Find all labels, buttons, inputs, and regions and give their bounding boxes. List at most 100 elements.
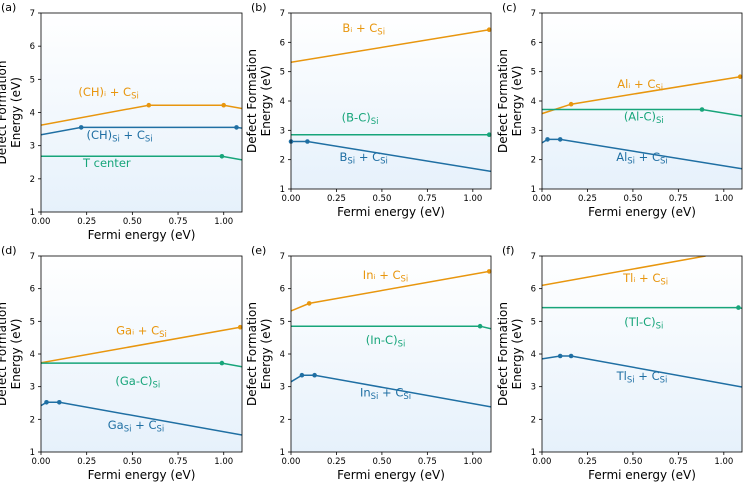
y-axis-label: Defect FormationEnergy (eV): [245, 49, 273, 153]
y-tick-label: 5: [531, 68, 536, 78]
x-tick-label: 1.00: [714, 457, 733, 467]
y-tick-label: 5: [531, 317, 536, 327]
x-tick-label: 0.75: [418, 194, 437, 204]
x-tick-label: 0.25: [327, 194, 346, 204]
x-tick-label: 0.75: [418, 457, 437, 467]
y-tick-label: 2: [280, 156, 285, 166]
y-tick-label: 6: [531, 285, 536, 295]
x-tick-label: 1.00: [463, 457, 482, 467]
x-tick-label: 0.75: [169, 217, 188, 227]
transition-point: [558, 354, 563, 359]
y-tick-label: 3: [531, 383, 536, 393]
panel-label: (a): [1, 1, 16, 14]
panel-label: (b): [251, 1, 267, 14]
x-tick-label: 1.00: [214, 457, 233, 467]
x-tick-label: 0.50: [372, 194, 391, 204]
x-tick-label: 0.50: [123, 457, 142, 467]
y-tick-label: 2: [280, 415, 285, 425]
plot-area: [41, 13, 242, 212]
y-tick-label: 1: [531, 185, 536, 195]
x-axis-label: Fermi energy (eV): [88, 468, 196, 482]
transition-point: [79, 125, 84, 130]
y-tick-label: 6: [280, 285, 285, 295]
y-tick-label: 4: [531, 97, 536, 107]
y-tick-label: 4: [531, 350, 536, 360]
y-axis-label: Defect FormationEnergy (eV): [0, 61, 23, 165]
x-tick-label: 0.25: [77, 217, 96, 227]
x-tick-label: 1.00: [214, 217, 233, 227]
y-tick-label: 2: [30, 175, 35, 185]
x-tick-label: 0.50: [123, 217, 142, 227]
x-axis-label: Fermi energy (eV): [337, 468, 445, 482]
transition-point: [57, 400, 62, 405]
x-axis-label: Fermi energy (eV): [588, 468, 696, 482]
x-tick-label: 0.50: [623, 194, 642, 204]
y-tick-label: 6: [531, 38, 536, 48]
y-tick-label: 5: [30, 317, 35, 327]
transition-point: [221, 103, 226, 108]
x-axis-label: Fermi energy (eV): [588, 205, 696, 219]
y-tick-label: 2: [531, 415, 536, 425]
transition-point: [312, 373, 317, 378]
x-tick-label: 0.75: [669, 194, 688, 204]
x-tick-label: 0.75: [169, 457, 188, 467]
plot-area: [291, 13, 491, 189]
transition-point: [305, 139, 310, 144]
transition-point: [569, 354, 574, 359]
y-tick-label: 1: [280, 448, 285, 458]
transition-point: [300, 373, 305, 378]
y-tick-label: 4: [280, 97, 285, 107]
x-tick-label: 0.00: [533, 194, 552, 204]
x-tick-label: 0.25: [327, 457, 346, 467]
x-axis-label: Fermi energy (eV): [337, 205, 445, 219]
x-tick-label: 0.25: [578, 194, 597, 204]
transition-point: [44, 400, 49, 405]
y-tick-label: 4: [280, 350, 285, 360]
x-tick-label: 0.00: [282, 457, 301, 467]
x-axis-label: Fermi energy (eV): [88, 228, 196, 242]
series-annotation: T center: [82, 156, 131, 170]
x-tick-label: 0.25: [77, 457, 96, 467]
transition-point: [545, 137, 550, 142]
y-tick-label: 5: [30, 75, 35, 85]
y-tick-label: 7: [280, 9, 285, 19]
y-tick-label: 6: [30, 285, 35, 295]
y-tick-label: 2: [531, 156, 536, 166]
x-tick-label: 1.00: [463, 194, 482, 204]
series-line--tl-c-si: [542, 308, 742, 309]
transition-point: [558, 137, 563, 142]
panel-label: (d): [1, 244, 17, 257]
y-tick-label: 3: [280, 126, 285, 136]
y-tick-label: 3: [30, 142, 35, 152]
x-tick-label: 1.00: [714, 194, 733, 204]
y-tick-label: 4: [30, 109, 35, 119]
y-tick-label: 1: [531, 448, 536, 458]
y-tick-label: 3: [531, 126, 536, 136]
transition-point: [220, 361, 225, 366]
transition-point: [234, 125, 239, 130]
y-tick-label: 6: [280, 38, 285, 48]
x-tick-label: 0.50: [372, 457, 391, 467]
transition-point: [736, 305, 741, 310]
transition-point: [569, 102, 574, 107]
y-tick-label: 1: [30, 208, 35, 218]
transition-point: [147, 103, 152, 108]
transition-point: [307, 301, 312, 306]
y-axis-label: Defect FormationEnergy (eV): [496, 302, 524, 406]
y-tick-label: 6: [30, 42, 35, 52]
x-tick-label: 0.00: [32, 457, 51, 467]
y-tick-label: 1: [30, 448, 35, 458]
y-tick-label: 7: [30, 252, 35, 262]
plot-area: [291, 256, 491, 452]
y-tick-label: 7: [30, 9, 35, 19]
y-tick-label: 5: [280, 68, 285, 78]
y-axis-label: Defect FormationEnergy (eV): [496, 49, 524, 153]
x-tick-label: 0.25: [578, 457, 597, 467]
y-tick-label: 3: [30, 383, 35, 393]
